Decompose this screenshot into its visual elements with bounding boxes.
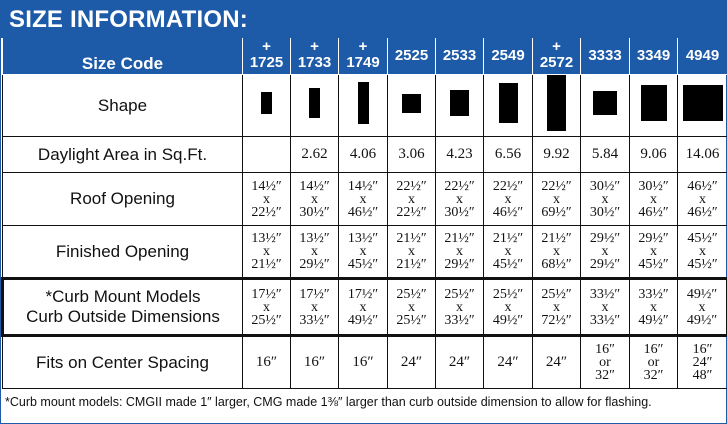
shape-cell [242,74,291,137]
daylight-value: 2.62 [290,136,339,173]
daylight-value: 9.06 [629,136,678,173]
size-code-2525: 2525 [387,38,436,75]
curb-mount-cell: 17½″ x 49½″ [338,277,388,337]
roof-opening-cell: 22½″ x 22½″ [387,172,436,226]
roof-opening-cell: 14½″ x 46½″ [338,172,388,226]
roof-opening-label: Roof Opening [2,172,243,226]
center-spacing-cell: 24″ [532,335,581,389]
shape-1725 [261,92,272,114]
size-code-1749: +1749 [338,38,388,75]
size-code-3333: 3333 [580,38,630,75]
daylight-row: Daylight Area in Sq.Ft. 2.62 4.06 3.06 4… [2,136,727,173]
daylight-value: 6.56 [483,136,533,173]
curb-mount-cell: 25½″ x 33½″ [435,277,484,337]
roof-opening-cell: 22½″ x 69½″ [532,172,581,226]
center-spacing-cell: 24″ [483,335,533,389]
shape-cell [532,74,581,137]
size-code-label: Size Code [2,38,243,75]
footnote: *Curb mount models: CMGII made 1″ larger… [5,395,652,409]
shape-4949 [682,85,723,121]
daylight-value: 9.92 [532,136,581,173]
center-spacing-cell: 16″ [242,335,291,389]
finished-opening-cell: 13½″ x 45½″ [338,225,388,279]
center-spacing-cell: 16″ 24″ 48″ [677,335,727,389]
curb-mount-label: *Curb Mount Models Curb Outside Dimension… [1,277,243,337]
finished-opening-cell: 45½″ x 45½″ [677,225,727,279]
daylight-value: 5.84 [580,136,630,173]
daylight-value [242,136,291,173]
roof-opening-cell: 30½″ x 30½″ [580,172,630,226]
finished-opening-cell: 21½″ x 68½″ [532,225,581,279]
finished-opening-cell: 21½″ x 21½″ [387,225,436,279]
section-title: SIZE INFORMATION: [1,1,726,38]
center-spacing-row: Fits on Center Spacing 16″ 16″ 16″ 24″ 2… [2,335,727,389]
finished-opening-cell: 13½″ x 29½″ [290,225,339,279]
shape-1733 [309,88,320,118]
center-spacing-cell: 16″ [338,335,388,389]
roof-opening-cell: 22½″ x 30½″ [435,172,484,226]
shape-cell [483,74,533,137]
size-code-2549: 2549 [483,38,533,75]
daylight-value: 14.06 [677,136,727,173]
curb-mount-cell: 17½″ x 25½″ [242,277,291,337]
roof-opening-cell: 22½″ x 46½″ [483,172,533,226]
size-code-3349: 3349 [629,38,678,75]
roof-opening-cell: 30½″ x 46½″ [629,172,678,226]
header-row: Size Code +1725 +1733 +1749 2525 2533 25… [2,38,727,75]
shape-2549 [498,83,518,123]
shape-2533 [450,90,469,116]
size-code-2533: 2533 [435,38,484,75]
shape-cell [290,74,339,137]
finished-opening-cell: 13½″ x 21½″ [242,225,291,279]
shape-3333 [593,91,617,115]
roof-opening-row: Roof Opening 14½″ x 22½″ 14½″ x 30½″ 14½″ x 46… [2,172,727,226]
curb-mount-row: *Curb Mount Models Curb Outside Dimension… [1,277,727,337]
shape-3349 [640,85,667,121]
size-code-1725: +1725 [242,38,291,75]
shape-cell [629,74,678,137]
size-code-4949: 4949 [677,38,727,75]
finished-opening-cell: 21½″ x 45½″ [483,225,533,279]
shape-2525 [402,93,421,113]
shape-row: Shape [2,74,727,137]
shape-1749 [357,82,369,124]
finished-opening-cell: 29½″ x 29½″ [580,225,630,279]
center-spacing-label: Fits on Center Spacing [2,335,243,389]
curb-mount-cell: 33½″ x 49½″ [629,277,678,337]
shape-cell [338,74,388,137]
center-spacing-cell: 16″ [290,335,339,389]
daylight-value: 4.06 [338,136,388,173]
finished-opening-row: Finished Opening 13½″ x 21½″ 13½″ x 29½″ 13½… [2,225,727,279]
curb-mount-cell: 49½″ x 49½″ [677,277,727,337]
curb-mount-cell: 33½″ x 33½″ [580,277,630,337]
roof-opening-cell: 46½″ x 46½″ [677,172,727,226]
daylight-label: Daylight Area in Sq.Ft. [2,136,243,173]
curb-mount-cell: 25½″ x 49½″ [483,277,533,337]
size-code-2572: +2572 [532,38,581,75]
roof-opening-cell: 14½″ x 22½″ [242,172,291,226]
curb-mount-cell: 25½″ x 72½″ [532,277,581,337]
curb-mount-cell: 17½″ x 33½″ [290,277,339,337]
curb-mount-cell: 25½″ x 25½″ [387,277,436,337]
shape-label: Shape [2,74,243,137]
center-spacing-cell: 16″ or 32″ [580,335,630,389]
daylight-value: 3.06 [387,136,436,173]
roof-opening-cell: 14½″ x 30½″ [290,172,339,226]
center-spacing-cell: 16″ or 32″ [629,335,678,389]
finished-opening-cell: 21½″ x 29½″ [435,225,484,279]
center-spacing-cell: 24″ [387,335,436,389]
size-table: Size Code +1725 +1733 +1749 2525 2533 25… [1,38,727,389]
shape-cell [580,74,630,137]
shape-cell [387,74,436,137]
size-code-1733: +1733 [290,38,339,75]
daylight-value: 4.23 [435,136,484,173]
shape-2572 [547,75,566,131]
finished-opening-label: Finished Opening [2,225,243,279]
shape-cell [677,74,727,137]
shape-cell [435,74,484,137]
center-spacing-cell: 24″ [435,335,484,389]
finished-opening-cell: 29½″ x 45½″ [629,225,678,279]
